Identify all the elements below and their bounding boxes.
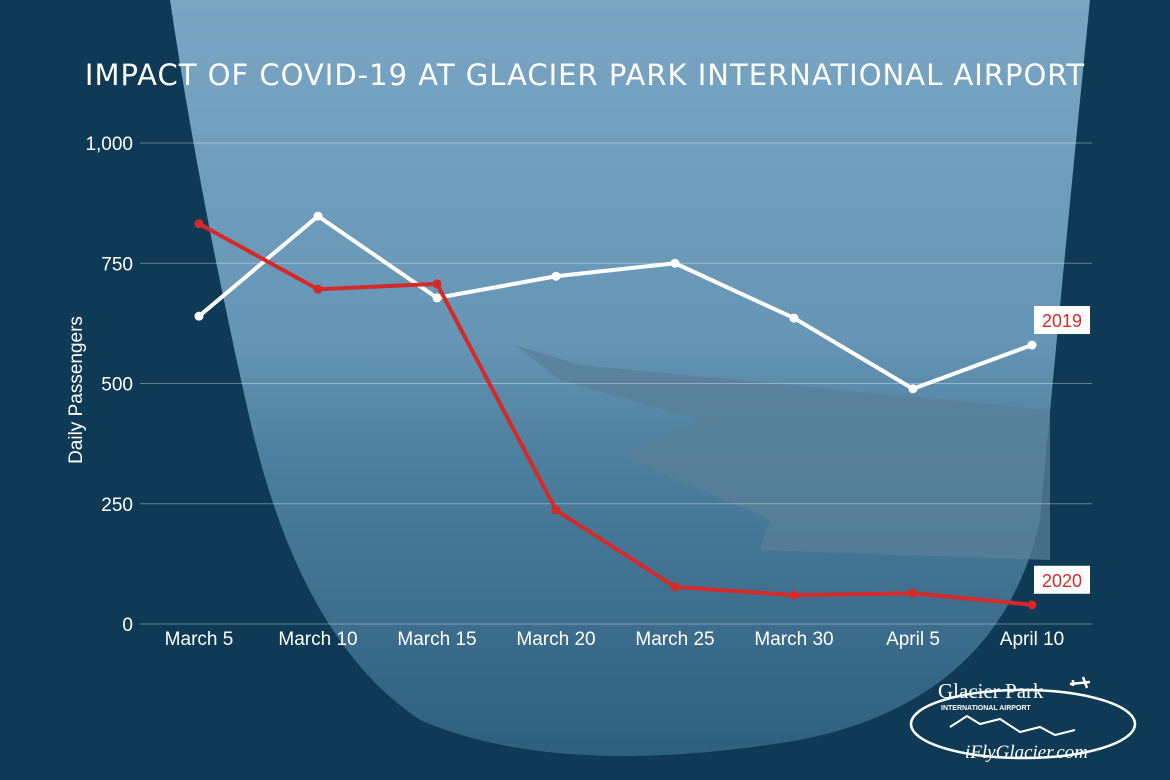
airplane-icon bbox=[1069, 676, 1091, 689]
logo-name: Glacier Park bbox=[938, 679, 1044, 703]
x-tick-label: March 25 bbox=[635, 629, 714, 650]
y-tick-label: 0 bbox=[122, 615, 133, 636]
data-point-2019 bbox=[313, 211, 323, 221]
data-point-2019 bbox=[432, 293, 442, 303]
data-point-2020 bbox=[313, 284, 323, 294]
x-tick-label: March 5 bbox=[165, 629, 234, 650]
glacier-park-logo: Glacier Park INTERNATIONAL AIRPORT iFlyG… bbox=[905, 672, 1145, 772]
data-point-2020 bbox=[551, 505, 561, 515]
data-point-2020 bbox=[908, 588, 918, 598]
data-point-2020 bbox=[1027, 600, 1037, 610]
data-point-2020 bbox=[789, 590, 799, 600]
x-tick-label: March 15 bbox=[397, 629, 476, 650]
y-tick-label: 1,000 bbox=[85, 134, 133, 155]
x-tick-label: March 10 bbox=[278, 629, 357, 650]
series-label-2020: 2020 bbox=[1042, 571, 1082, 591]
data-point-2019 bbox=[670, 258, 680, 268]
series-line-2020 bbox=[198, 222, 1033, 607]
data-point-2019 bbox=[194, 311, 204, 321]
data-point-2019 bbox=[551, 271, 561, 281]
data-point-2020 bbox=[670, 582, 680, 592]
x-tick-label: April 5 bbox=[886, 629, 940, 650]
x-tick-label: March 20 bbox=[516, 629, 595, 650]
x-tick-label: March 30 bbox=[754, 629, 833, 650]
data-point-2019 bbox=[908, 384, 918, 394]
data-point-2019 bbox=[789, 313, 799, 323]
data-point-2019 bbox=[1027, 340, 1037, 350]
logo-subtitle: INTERNATIONAL AIRPORT bbox=[941, 705, 1031, 712]
series-label-2019: 2019 bbox=[1042, 311, 1082, 331]
y-tick-label: 250 bbox=[101, 495, 133, 516]
x-tick-label: April 10 bbox=[1000, 629, 1064, 650]
chart-title: IMPACT OF COVID-19 AT GLACIER PARK INTER… bbox=[84, 58, 1086, 92]
y-tick-label: 500 bbox=[101, 375, 133, 396]
data-point-2020 bbox=[194, 219, 204, 229]
series-label-box-2019 bbox=[1034, 306, 1090, 335]
wing-image bbox=[515, 345, 1050, 560]
y-tick-label: 750 bbox=[101, 254, 133, 275]
series-label-box-2020 bbox=[1034, 565, 1090, 594]
series-line-2019 bbox=[197, 214, 1033, 391]
data-point-2020 bbox=[432, 279, 442, 289]
logo-url: iFlyGlacier.com bbox=[965, 742, 1088, 763]
